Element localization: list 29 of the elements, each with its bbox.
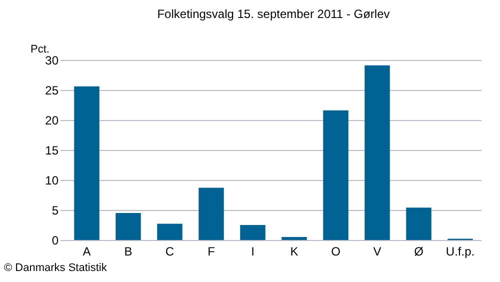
x-tick-label: V [373,244,382,258]
bar [364,65,390,240]
bar [240,225,266,240]
y-tick-label: 0 [52,234,59,248]
bar [323,110,348,240]
y-tick-label: 15 [45,144,59,158]
x-tick-label: U.f.p. [446,244,475,258]
x-tick-label: F [208,244,215,258]
bar [157,224,182,240]
y-tick-label: 10 [45,174,59,188]
bar [198,188,224,240]
x-tick-label: C [165,244,174,258]
x-tick-label: I [251,244,254,258]
chart-title: Folketingsvalg 15. september 2011 - Gørlev [157,7,390,21]
x-tick-label: B [124,244,132,258]
y-tick-label: 30 [45,54,59,68]
bar [116,213,141,240]
y-tick-label: 25 [45,84,59,98]
bar [406,208,432,240]
x-tick-label: O [331,244,340,258]
x-tick-label: Ø [414,244,424,258]
x-tick-label: A [82,244,91,258]
bar [282,237,307,240]
x-tick-label: K [290,244,298,258]
y-axis-title: Pct. [30,44,50,56]
text: © Danmarks Statistik [4,262,107,274]
bar [74,86,100,240]
y-tick-label: 20 [45,114,59,128]
y-tick-label: 5 [52,204,59,218]
